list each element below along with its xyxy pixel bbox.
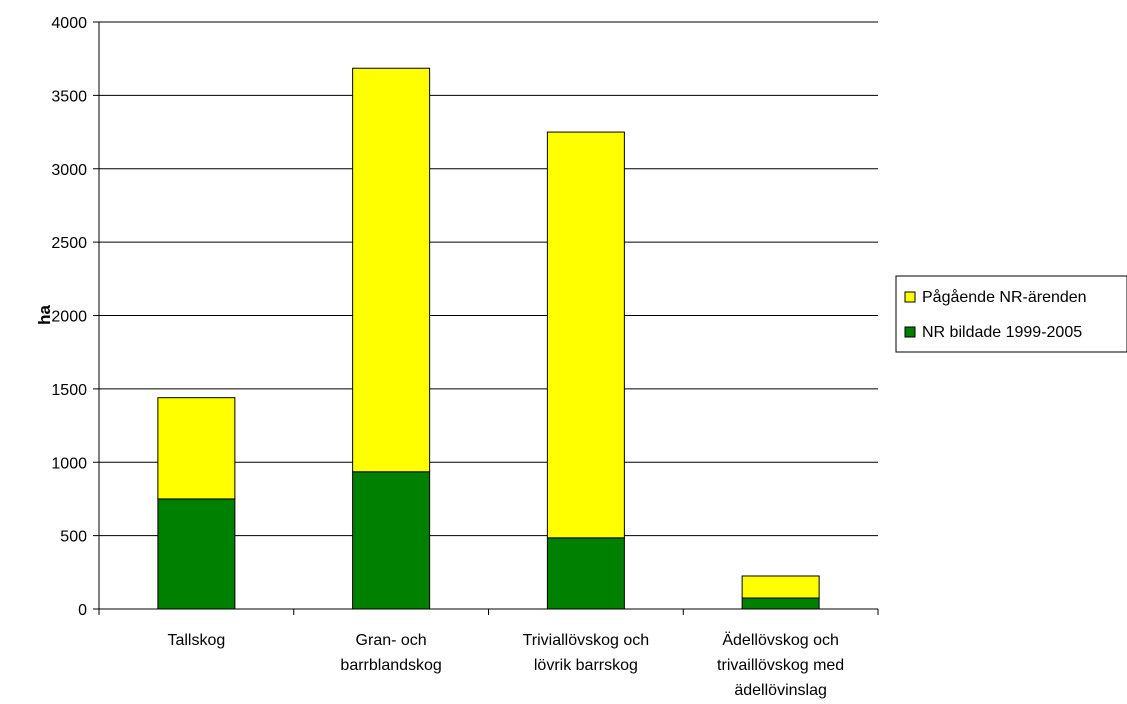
x-category-label: Gran- och bbox=[356, 632, 427, 649]
x-category-label: trivaillövskog med bbox=[717, 657, 844, 674]
bar-pagaende bbox=[157, 397, 236, 500]
x-category-label: barrblandskog bbox=[340, 657, 441, 674]
x-category-label: Triviallövskog och bbox=[523, 632, 650, 649]
x-category-label: lövrik barrskog bbox=[534, 657, 638, 674]
bar-pagaende bbox=[741, 575, 820, 599]
y-tick-label: 500 bbox=[60, 529, 87, 546]
legend-swatch-nr-bildade bbox=[904, 326, 916, 338]
bar-pagaende bbox=[546, 131, 625, 539]
y-tick-label: 1000 bbox=[51, 455, 87, 472]
x-category-label: ädellövinslag bbox=[734, 682, 827, 699]
bar-pagaende bbox=[352, 67, 431, 473]
y-tick-label: 0 bbox=[78, 602, 87, 619]
y-tick-label: 3000 bbox=[51, 162, 87, 179]
bar-nr-bildade bbox=[546, 537, 625, 610]
bar-nr-bildade bbox=[352, 471, 431, 610]
y-tick-label: 2500 bbox=[51, 235, 87, 252]
axes bbox=[93, 21, 879, 615]
x-category-label: Tallskog bbox=[167, 632, 225, 649]
y-tick-label: 3500 bbox=[51, 88, 87, 105]
x-category-labels: Tallskog Gran- och barrblandskog Triviallöv… bbox=[167, 631, 844, 699]
x-category-label: Ädellövskog och bbox=[722, 631, 839, 649]
y-tick-labels: 0 500 1000 1500 2000 2500 3000 3500 4000 bbox=[51, 15, 87, 619]
y-tick-label: 1500 bbox=[51, 382, 87, 399]
y-tick-label: 4000 bbox=[51, 15, 87, 32]
legend-label-nr-bildade: NR bildade 1999-2005 bbox=[922, 324, 1082, 341]
legend-label-pagaende: Pågående NR-ärenden bbox=[922, 288, 1087, 306]
legend-swatch-pagaende bbox=[904, 291, 916, 303]
bars bbox=[157, 67, 820, 610]
y-tick-label: 2000 bbox=[51, 309, 87, 326]
legend: Pågående NR-ärenden NR bildade 1999-2005 bbox=[895, 275, 1127, 353]
legend-box bbox=[895, 275, 1127, 353]
bar-nr-bildade bbox=[157, 498, 236, 610]
y-axis-label: ha bbox=[35, 305, 54, 325]
bar-nr-bildade bbox=[741, 597, 820, 610]
